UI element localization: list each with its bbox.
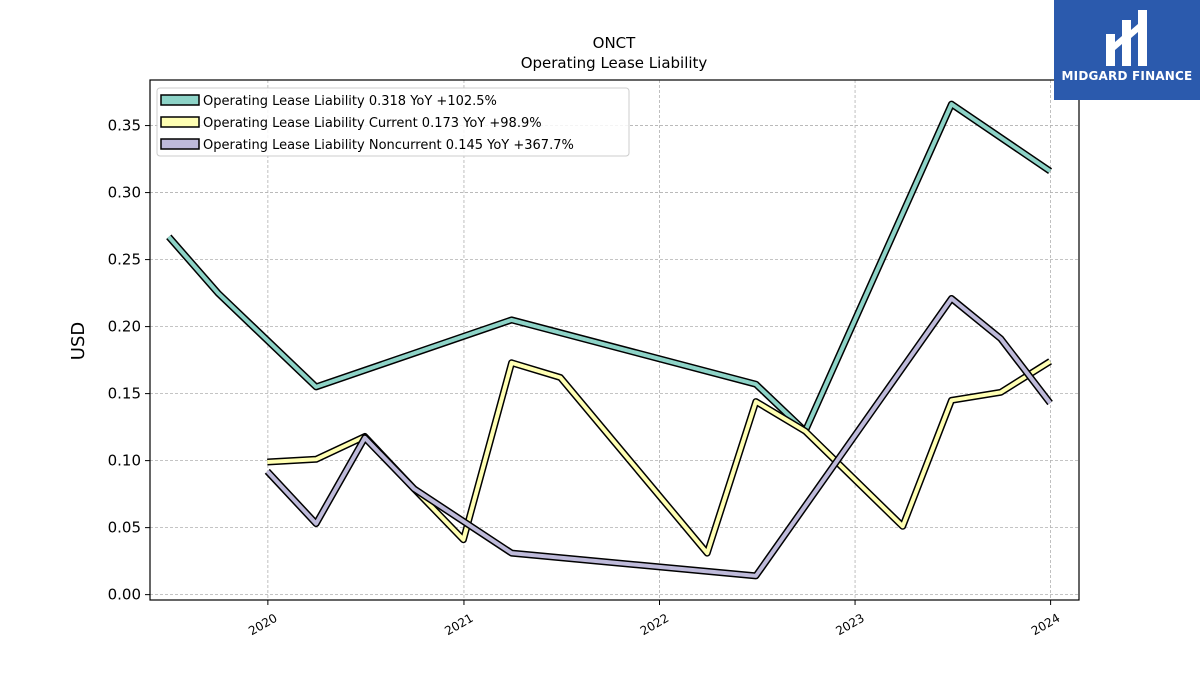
grid	[150, 80, 1079, 600]
legend-swatch	[160, 138, 200, 150]
y-tick-label: 0.20	[108, 318, 141, 336]
legend-entry: Operating Lease Liability Current 0.173 …	[203, 116, 542, 131]
series-line-outline	[264, 295, 1053, 580]
x-tick-label: 2022	[638, 611, 671, 638]
brand-logo: MIDGARD FINANCE	[1054, 0, 1200, 100]
legend-box	[156, 87, 630, 157]
x-tick-label: 2020	[246, 611, 279, 638]
y-tick-label: 0.00	[108, 586, 141, 604]
legend-entry: Operating Lease Liability Noncurrent 0.1…	[203, 138, 574, 153]
series-line	[167, 102, 1052, 434]
series-line	[265, 296, 1052, 578]
x-axis: 2020 2021 2022 2023 2024	[246, 600, 1062, 638]
legend-swatch	[160, 94, 200, 106]
x-tick-label: 2023	[833, 611, 866, 638]
chart-subtitle: Operating Lease Liability	[521, 54, 708, 72]
y-tick-label: 0.30	[108, 184, 141, 202]
y-axis: 0.00 0.05 0.10 0.15 0.20 0.25 0.30 0.35	[108, 117, 150, 604]
series-group	[166, 100, 1053, 435]
legend-swatch	[160, 116, 200, 128]
y-tick-label: 0.05	[108, 519, 141, 537]
chart-title: ONCT	[593, 34, 637, 52]
y-tick-label: 0.15	[108, 385, 141, 403]
y-axis-label: USD	[68, 322, 89, 360]
plot-frame	[149, 79, 1080, 601]
logo-text: MIDGARD FINANCE	[1061, 69, 1193, 83]
logo-mark-icon	[1106, 10, 1147, 66]
legend-entry: Operating Lease Liability 0.318 YoY +102…	[203, 94, 497, 109]
y-tick-label: 0.10	[108, 452, 141, 470]
legend: Operating Lease Liability 0.318 YoY +102…	[156, 87, 630, 157]
y-tick-label: 0.35	[108, 117, 141, 135]
series-lines	[166, 100, 1053, 580]
y-tick-label: 0.25	[108, 251, 141, 269]
x-tick-label: 2024	[1029, 611, 1062, 638]
series-group	[264, 295, 1053, 580]
x-tick-label: 2021	[442, 611, 475, 638]
